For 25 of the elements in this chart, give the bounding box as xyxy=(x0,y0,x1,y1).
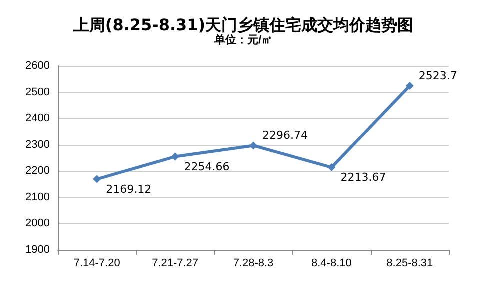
y-tick-label: 2100 xyxy=(26,191,50,204)
data-label: 2254.66 xyxy=(184,160,230,174)
data-label: 2296.74 xyxy=(262,129,308,142)
point xyxy=(171,152,180,161)
point xyxy=(250,142,258,150)
y-tick-label: 2500 xyxy=(26,86,50,98)
x-tick-label: 7.21-7.27 xyxy=(152,258,199,270)
x-tick-label: 7.14-7.20 xyxy=(74,258,120,270)
y-tick-label: 2600 xyxy=(26,60,50,72)
data-label: 2213.67 xyxy=(340,171,386,184)
data-label: 2523.7 xyxy=(418,70,458,83)
y-tick-label: 2400 xyxy=(26,112,50,125)
point xyxy=(93,175,102,184)
y-tick-label: 2200 xyxy=(26,165,50,178)
y-tick-label: 1900 xyxy=(26,244,50,256)
chart-title: 上周(8.25-8.31)天门乡镇住宅成交均价趋势图 xyxy=(72,16,414,34)
x-tick-label: 8.4-8.10 xyxy=(312,258,352,270)
y-tick-label: 2000 xyxy=(26,218,50,230)
x-tick-label: 8.25-8.31 xyxy=(386,258,434,270)
point xyxy=(328,164,336,172)
y-tick-label: 2300 xyxy=(26,138,50,151)
x-tick-label: 7.28-8.3 xyxy=(233,258,274,270)
chart-subtitle: 单位：元/㎡ xyxy=(213,34,273,46)
data-label: 2169.12 xyxy=(106,182,152,196)
point xyxy=(406,82,414,90)
